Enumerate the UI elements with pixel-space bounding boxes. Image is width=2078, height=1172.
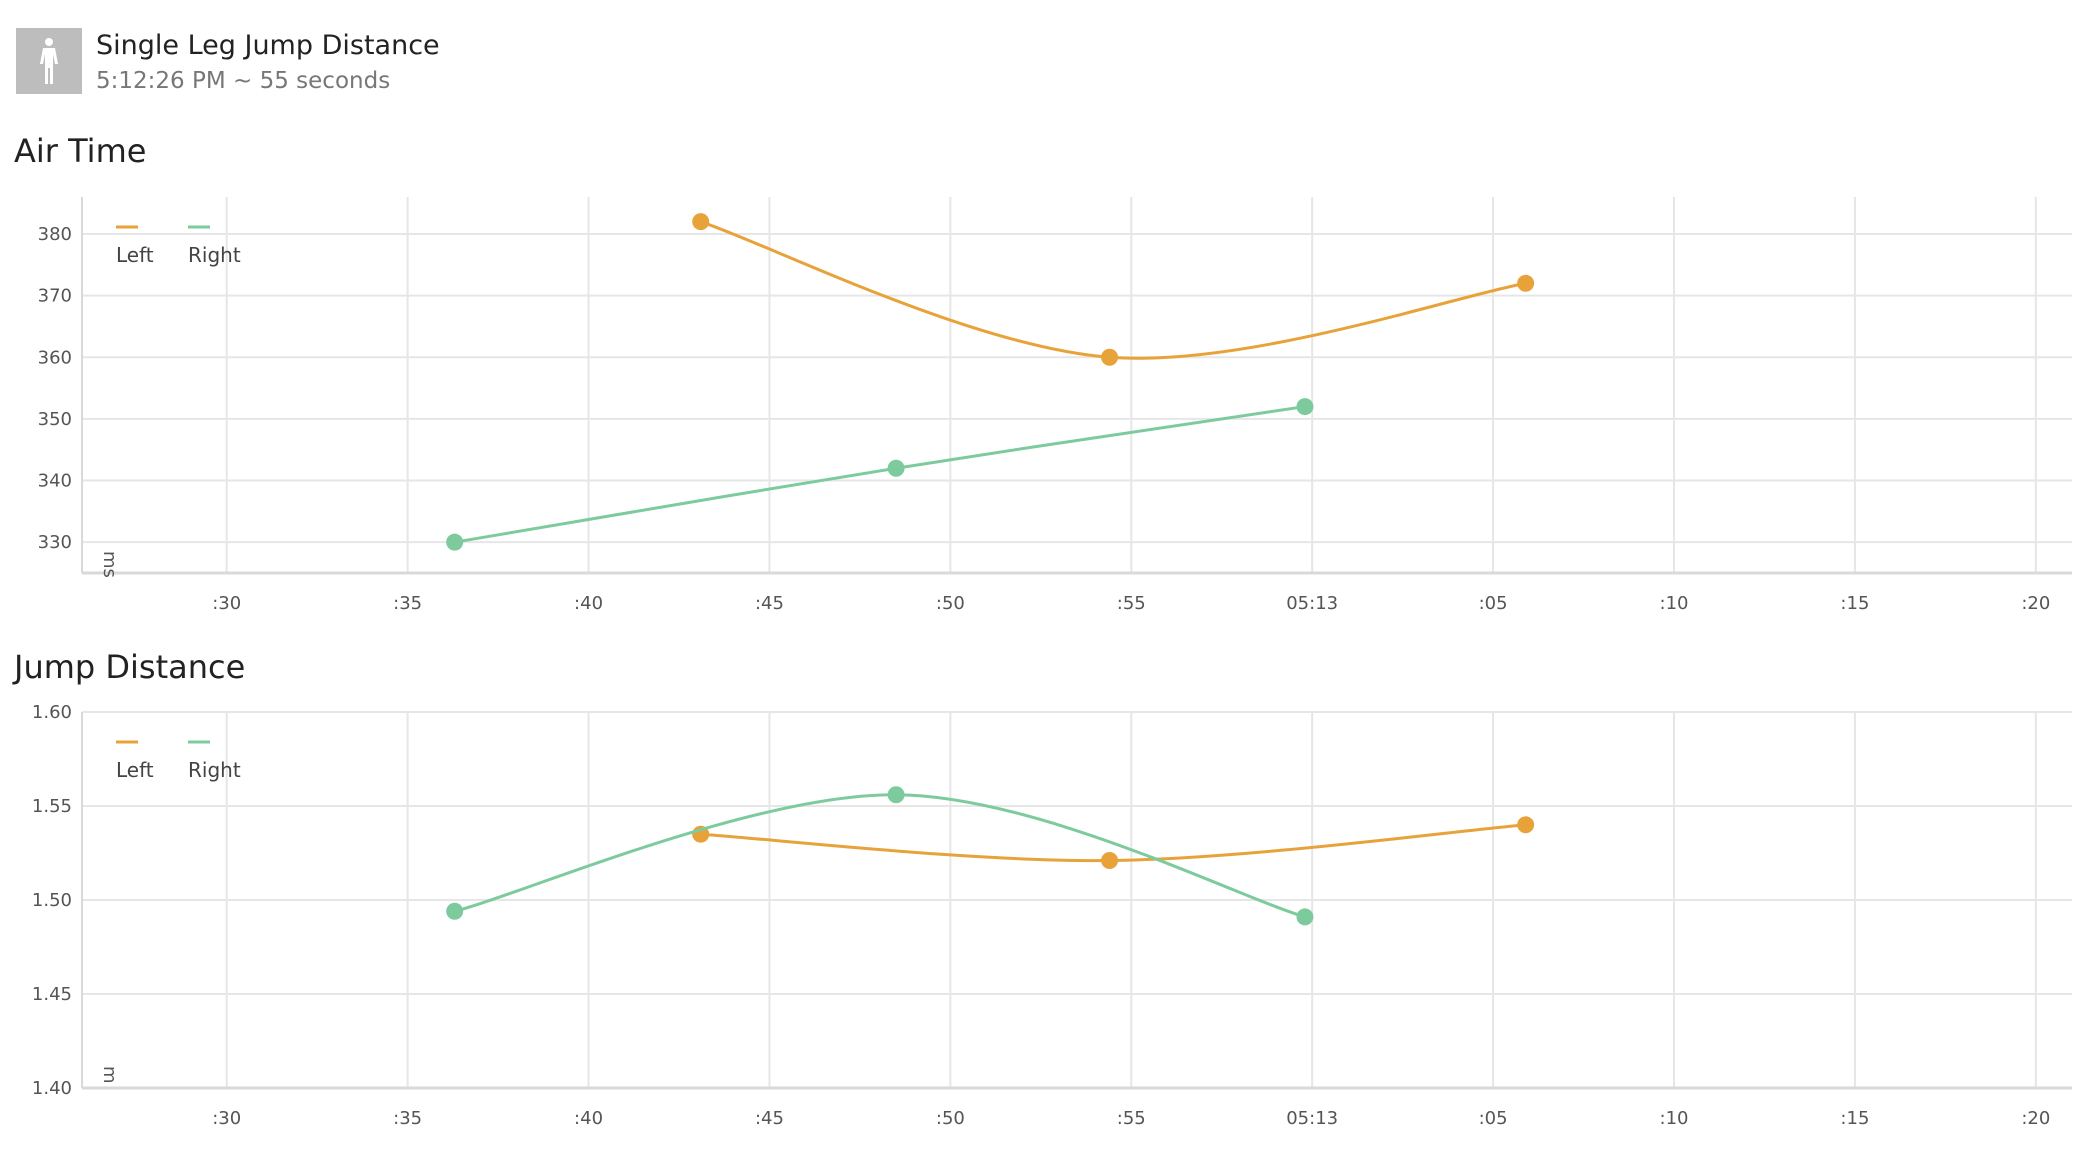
- x-tick-label: :50: [936, 1108, 965, 1129]
- legend-label-right: Right: [188, 758, 241, 782]
- y-tick-label: 1.55: [32, 796, 72, 817]
- air-time-chart-svg: :30 :35 :40 :45 :50 :55 05:13 :05 :10 :15 :20 330 34…: [38, 197, 2072, 614]
- x-tick-label: 05:13: [1286, 1108, 1338, 1129]
- data-point-left: [1517, 274, 1535, 292]
- x-tick-label: :35: [393, 1108, 422, 1129]
- air-time-chart: :30 :35 :40 :45 :50 :55 05:13 :05 :10 :15 :20 330 34…: [0, 185, 2078, 625]
- x-tick-label: :20: [2021, 1108, 2050, 1129]
- data-point-left: [1101, 852, 1119, 870]
- x-tick-label: :50: [936, 593, 965, 614]
- chart-title-air-time: Air Time: [14, 132, 147, 170]
- y-tick-label: 340: [38, 471, 72, 492]
- data-point-right: [446, 902, 464, 920]
- x-tick-label: :20: [2021, 593, 2050, 614]
- session-time: 5:12:26 PM ~ 55 seconds: [96, 68, 391, 94]
- page-title: Single Leg Jump Distance: [96, 30, 440, 61]
- y-tick-label: 1.45: [32, 984, 72, 1005]
- series-line-left: [700, 220, 1526, 360]
- x-tick-label: :40: [574, 593, 603, 614]
- y-tick-label: 330: [38, 532, 72, 553]
- y-axis-unit-label: m: [99, 1066, 120, 1084]
- jump-distance-chart: :30 :35 :40 :45 :50 :55 05:13 :05 :10 :15 :20 1.40 1…: [0, 700, 2078, 1140]
- x-tick-label: :30: [212, 1108, 241, 1129]
- jump-distance-chart-svg: :30 :35 :40 :45 :50 :55 05:13 :05 :10 :15 :20 1.40 1…: [32, 702, 2072, 1129]
- y-tick-label: 350: [38, 409, 72, 430]
- data-point-right: [887, 786, 905, 804]
- chart-title-jump-distance: Jump Distance: [14, 648, 246, 686]
- x-tick-label: :55: [1117, 1108, 1146, 1129]
- y-tick-label: 380: [38, 224, 72, 245]
- y-tick-label: 1.50: [32, 890, 72, 911]
- x-tick-label: :55: [1117, 593, 1146, 614]
- x-tick-label: :35: [393, 593, 422, 614]
- data-point-right: [446, 533, 464, 551]
- data-point-left: [1101, 348, 1119, 366]
- x-tick-label: :10: [1660, 1108, 1689, 1129]
- series-line-right: [454, 793, 1306, 919]
- x-tick-label: :15: [1840, 593, 1869, 614]
- y-tick-label: 370: [38, 286, 72, 307]
- x-tick-label: :05: [1479, 593, 1508, 614]
- legend-label-right: Right: [188, 243, 241, 267]
- legend-label-left: Left: [116, 243, 154, 267]
- series-line-right: [454, 405, 1306, 544]
- legend-label-left: Left: [116, 758, 154, 782]
- data-point-left: [1517, 816, 1535, 834]
- data-point-right: [1296, 398, 1314, 416]
- x-tick-label: :10: [1660, 593, 1689, 614]
- data-point-right: [887, 459, 905, 477]
- y-tick-label: 1.40: [32, 1078, 72, 1099]
- person-silhouette-icon: [40, 38, 58, 84]
- avatar: [16, 28, 82, 94]
- x-tick-label: :45: [755, 1108, 784, 1129]
- x-tick-label: :15: [1840, 1108, 1869, 1129]
- page-header: Single Leg Jump Distance 5:12:26 PM ~ 55…: [16, 28, 916, 98]
- data-point-right: [1296, 908, 1314, 926]
- x-tick-label: :30: [212, 593, 241, 614]
- y-tick-label: 360: [38, 347, 72, 368]
- x-tick-label: :40: [574, 1108, 603, 1129]
- x-tick-label: :45: [755, 593, 784, 614]
- y-axis-unit-label: ms: [99, 551, 120, 578]
- x-tick-label: :05: [1479, 1108, 1508, 1129]
- data-point-left: [692, 213, 710, 231]
- x-tick-label: 05:13: [1286, 593, 1338, 614]
- y-tick-label: 1.60: [32, 702, 72, 723]
